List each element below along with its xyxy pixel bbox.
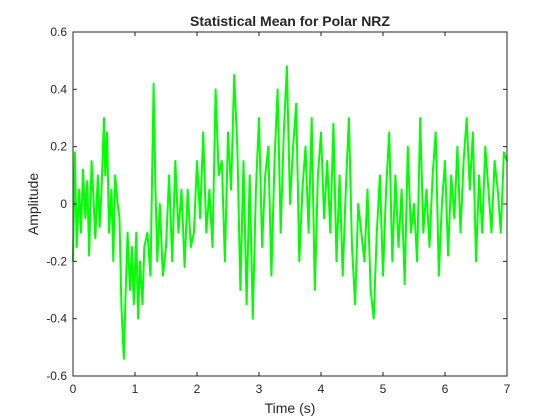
x-tick-label: 6 bbox=[442, 382, 449, 396]
chart-title: Statistical Mean for Polar NRZ bbox=[190, 13, 390, 29]
y-axis-label: Amplitude bbox=[25, 173, 41, 235]
y-tick-label: 0.2 bbox=[50, 140, 67, 154]
x-axis-label: Time (s) bbox=[265, 400, 316, 416]
x-tick-label: 1 bbox=[132, 382, 139, 396]
y-tick-label: 0.4 bbox=[50, 82, 67, 96]
y-tick-label: -0.6 bbox=[46, 369, 67, 383]
x-axis: 0 1 2 3 4 5 6 7 bbox=[70, 32, 511, 396]
series-layer bbox=[72, 65, 508, 360]
x-tick-label: 2 bbox=[194, 382, 201, 396]
x-tick-label: 4 bbox=[318, 382, 325, 396]
y-tick-label: -0.2 bbox=[46, 254, 67, 268]
y-tick-label: 0.6 bbox=[50, 25, 67, 39]
x-tick-label: 3 bbox=[256, 382, 263, 396]
y-tick-label: -0.4 bbox=[46, 312, 67, 326]
x-tick-label: 0 bbox=[70, 382, 77, 396]
x-tick-label: 5 bbox=[380, 382, 387, 396]
y-axis: -0.6 -0.4 -0.2 0 0.2 0.4 0.6 bbox=[46, 25, 507, 383]
y-tick-label: 0 bbox=[60, 197, 67, 211]
x-tick-label: 7 bbox=[504, 382, 511, 396]
series-line-0 bbox=[72, 65, 508, 360]
